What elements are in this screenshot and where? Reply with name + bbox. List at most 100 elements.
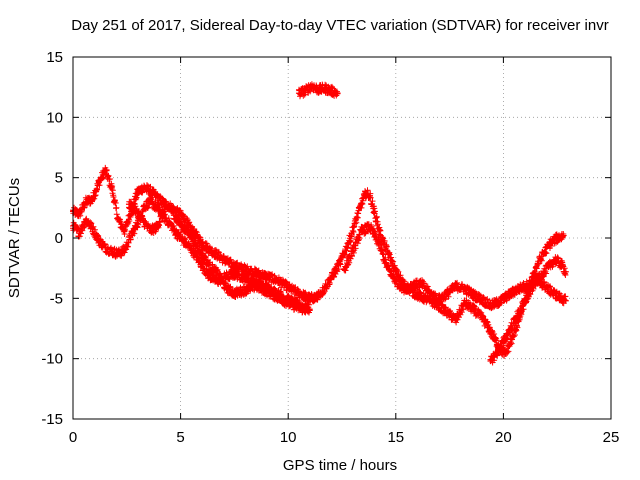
data-point (242, 286, 249, 293)
y-tick-label: -5 (50, 290, 63, 307)
data-point (485, 324, 492, 331)
data-point (115, 250, 122, 257)
data-point (321, 85, 328, 92)
data-point (166, 203, 173, 210)
data-point (453, 283, 460, 290)
data-point (513, 314, 520, 321)
data-point (231, 290, 238, 297)
data-point (231, 262, 238, 269)
data-point (418, 280, 425, 287)
data-point (444, 290, 451, 297)
data-point (345, 239, 352, 246)
data-point (377, 232, 384, 239)
data-point (547, 288, 554, 295)
data-point (547, 239, 554, 246)
data-point (560, 232, 567, 239)
data-point (205, 245, 212, 252)
data-point (179, 237, 186, 244)
data-point (444, 309, 451, 316)
data-point (470, 291, 477, 298)
data-point (496, 298, 503, 305)
data-point (108, 248, 115, 255)
data-point (205, 272, 212, 279)
data-point (76, 230, 83, 237)
data-point (487, 358, 494, 365)
data-point (328, 274, 335, 281)
data-point (134, 209, 141, 216)
data-point (539, 271, 546, 278)
data-point (371, 208, 378, 215)
data-point (427, 290, 434, 297)
data-point (188, 232, 195, 239)
data-point (328, 87, 335, 94)
data-point (302, 297, 309, 304)
data-point (173, 230, 180, 237)
data-point (285, 284, 292, 291)
data-point (153, 224, 160, 231)
series-track-g (487, 254, 569, 366)
data-point (153, 193, 160, 200)
data-point (141, 184, 148, 191)
data-point (121, 247, 128, 254)
data-point (252, 283, 259, 290)
data-point (160, 208, 167, 215)
data-point (166, 220, 173, 227)
data-point (491, 336, 498, 343)
data-point (295, 304, 302, 311)
series-markers (302, 187, 567, 359)
data-point (95, 237, 102, 244)
data-point (392, 278, 399, 285)
data-point (502, 350, 509, 357)
data-point (82, 198, 89, 205)
x-axis-label: GPS time / hours (283, 457, 397, 474)
data-point (214, 269, 221, 276)
data-points (70, 81, 569, 366)
data-point (311, 295, 318, 302)
data-point (173, 215, 180, 222)
x-tick-label: 15 (387, 429, 404, 446)
data-point (295, 290, 302, 297)
data-point (539, 280, 546, 287)
data-point (506, 326, 513, 333)
data-point (478, 296, 485, 303)
data-point (545, 263, 552, 270)
data-point (147, 198, 154, 205)
data-point (196, 248, 203, 255)
data-point (147, 227, 154, 234)
data-point (188, 245, 195, 252)
data-point (384, 263, 391, 270)
data-point (274, 277, 281, 284)
data-point (461, 285, 468, 292)
data-point (554, 235, 561, 241)
data-point (214, 251, 221, 258)
data-point (302, 87, 309, 94)
x-tick-label: 10 (280, 429, 297, 446)
data-point (461, 300, 468, 307)
data-point (76, 210, 83, 217)
data-point (513, 286, 520, 293)
data-point (179, 224, 186, 231)
data-point (242, 274, 249, 281)
data-point (478, 314, 485, 321)
data-point (504, 292, 511, 299)
data-point (196, 259, 203, 266)
x-tick-label: 25 (603, 429, 620, 446)
series-track-d (295, 81, 341, 100)
data-point (115, 216, 122, 223)
data-point (319, 288, 326, 295)
data-point (222, 273, 229, 280)
data-point (263, 288, 270, 295)
x-tick-label: 0 (69, 429, 77, 446)
data-point (306, 307, 313, 314)
data-point (285, 300, 292, 307)
data-point (128, 232, 135, 239)
data-point (231, 271, 238, 278)
chart-title: Day 251 of 2017, Sidereal Day-to-day VTE… (71, 17, 608, 34)
data-point (89, 196, 96, 203)
y-tick-label: 10 (46, 109, 63, 126)
data-point (341, 266, 348, 273)
y-axis-label: SDTVAR / TECUs (6, 178, 23, 298)
data-point (509, 336, 516, 343)
data-point (336, 260, 343, 267)
